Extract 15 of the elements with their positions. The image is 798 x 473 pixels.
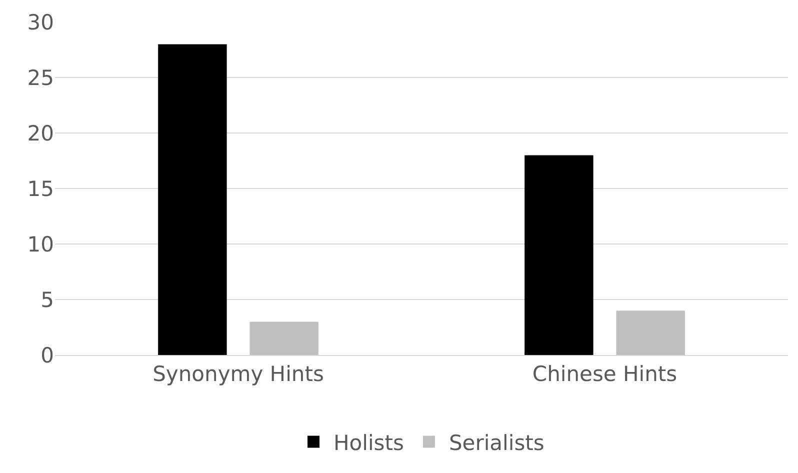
y-tick-label: 15 — [27, 176, 54, 201]
legend-label: Holists — [334, 430, 404, 455]
y-tick-label: 5 — [40, 288, 54, 312]
y-tick-label: 20 — [27, 121, 54, 146]
legend-label: Serialists — [448, 430, 544, 455]
y-tick-label: 25 — [27, 66, 54, 90]
bar — [158, 44, 227, 355]
y-tick-label: 10 — [27, 232, 54, 256]
y-tick-label: 30 — [27, 10, 54, 34]
x-tick-label: Chinese Hints — [532, 362, 678, 386]
y-tick-label: 0 — [40, 343, 54, 368]
bar — [524, 155, 594, 355]
x-tick-label: Synonymy Hints — [152, 362, 324, 386]
bar — [616, 310, 685, 355]
bar — [250, 322, 318, 355]
